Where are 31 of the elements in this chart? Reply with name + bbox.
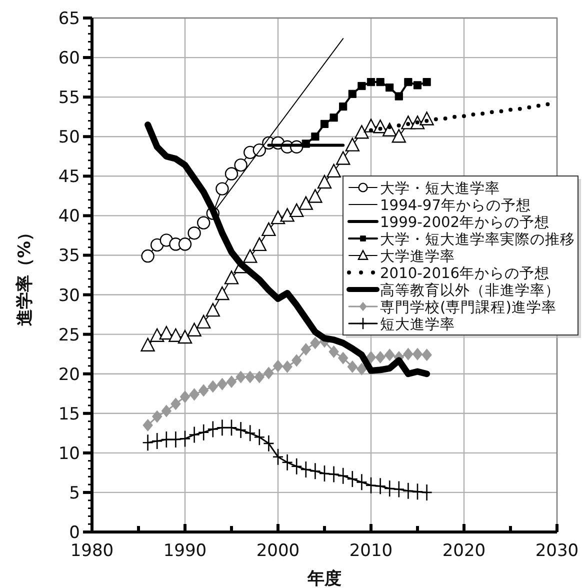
x-tick-label: 2000 <box>256 541 300 561</box>
legend-label: 大学・短大進学率実際の推移 <box>380 231 575 248</box>
x-tick-label: 2030 <box>535 541 579 561</box>
y-tick-label: 15 <box>58 404 80 424</box>
x-tick-label: 1980 <box>70 541 114 561</box>
x-axis-title: 年度 <box>306 569 342 588</box>
y-tick-label: 25 <box>58 325 80 346</box>
y-tick-label: 45 <box>58 167 80 188</box>
y-tick-label: 60 <box>58 48 80 69</box>
legend-label: 2010-2016年からの予想 <box>380 265 550 282</box>
legend-label: 大学進学率 <box>380 248 455 265</box>
y-tick-label: 35 <box>58 246 80 266</box>
x-tick-label: 1990 <box>163 541 207 561</box>
y-tick-label: 30 <box>58 286 80 306</box>
legend-label: 1999-2002年からの予想 <box>380 214 550 231</box>
y-tick-label: 55 <box>58 88 80 108</box>
legend-label: 1994-97年からの予想 <box>380 197 531 214</box>
legend-label: 専門学校(専門課程)進学率 <box>380 299 556 316</box>
y-tick-label: 5 <box>69 483 80 504</box>
legend-label: 高等教育以外（非進学率） <box>380 282 560 299</box>
y-tick-label: 40 <box>58 206 80 227</box>
legend-label: 短大進学率 <box>380 316 455 333</box>
y-tick-label: 50 <box>58 128 80 148</box>
x-tick-label: 2010 <box>349 541 393 561</box>
x-tick-label: 2020 <box>442 541 486 561</box>
y-tick-label: 65 <box>58 9 80 29</box>
y-tick-label: 0 <box>69 523 80 543</box>
y-axis-title: 進学率（%） <box>15 224 35 326</box>
y-tick-label: 10 <box>58 444 80 464</box>
legend-label: 大学・短大進学率 <box>380 180 500 197</box>
y-tick-label: 20 <box>58 364 80 385</box>
